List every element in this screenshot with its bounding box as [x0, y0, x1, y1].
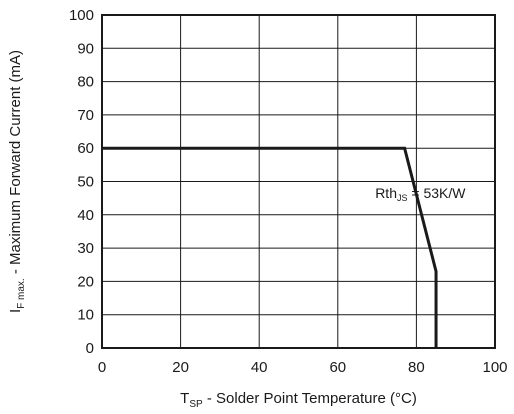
y-tick-label: 80 — [77, 74, 94, 91]
annotation-rest: = 53K/W — [408, 185, 467, 201]
y-tick-labels: 0 10 20 30 40 50 60 70 80 90 100 — [69, 7, 94, 357]
y-axis-label-main: I — [7, 309, 24, 313]
x-tick-label: 20 — [172, 359, 189, 376]
x-axis-label-subscript: SP — [189, 399, 203, 410]
y-axis-label-subscript: F max. — [16, 278, 27, 309]
x-tick-label: 100 — [482, 359, 507, 376]
y-axis-label: IF max. - Maximum Forward Current (mA) — [7, 50, 27, 313]
y-tick-label: 0 — [86, 340, 94, 357]
x-tick-label: 40 — [251, 359, 268, 376]
annotation-main: Rth — [375, 185, 397, 201]
x-tick-label: 80 — [408, 359, 425, 376]
y-tick-label: 10 — [77, 307, 94, 324]
y-axis-label-rest: - Maximum Forward Current (mA) — [7, 50, 24, 278]
y-tick-label: 70 — [77, 107, 94, 124]
y-tick-label: 30 — [77, 240, 94, 257]
y-tick-label: 50 — [77, 174, 94, 191]
x-axis-label: TSP - Solder Point Temperature (°C) — [180, 390, 417, 410]
y-tick-label: 20 — [77, 273, 94, 290]
series-line-max-forward-current — [102, 146, 438, 348]
x-tick-labels: 0 20 40 60 80 100 — [98, 359, 508, 376]
y-tick-label: 40 — [77, 207, 94, 224]
x-tick-label: 0 — [98, 359, 106, 376]
x-axis-label-main: T — [180, 390, 189, 407]
x-tick-label: 60 — [329, 359, 346, 376]
plot-frame — [101, 14, 496, 349]
y-tick-label: 100 — [69, 7, 94, 24]
x-axis-label-rest: - Solder Point Temperature (°C) — [203, 390, 417, 407]
y-tick-label: 90 — [77, 40, 94, 57]
annotation-subscript: JS — [397, 193, 408, 203]
thermal-resistance-annotation: RthJS = 53K/W — [375, 185, 466, 203]
y-tick-label: 60 — [77, 140, 94, 157]
grid-lines — [102, 15, 495, 348]
